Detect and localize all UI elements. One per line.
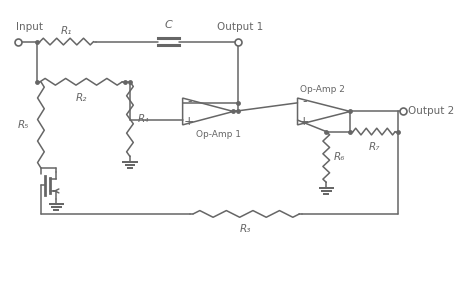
Text: Output 2: Output 2: [407, 106, 453, 116]
Text: R₇: R₇: [368, 142, 379, 152]
Text: Input: Input: [16, 22, 43, 32]
Text: -: -: [187, 95, 191, 108]
Text: R₆: R₆: [333, 152, 345, 162]
Text: +: +: [184, 114, 194, 127]
Text: C: C: [164, 20, 172, 29]
Text: R₂: R₂: [75, 93, 87, 103]
Text: +: +: [298, 114, 309, 127]
Text: -: -: [301, 95, 306, 108]
Text: R₃: R₃: [240, 225, 251, 234]
Text: R₄: R₄: [137, 114, 149, 124]
Text: R₅: R₅: [18, 120, 29, 130]
Text: Output 1: Output 1: [217, 22, 263, 32]
Text: Op-Amp 1: Op-Amp 1: [196, 130, 241, 139]
Text: R₁: R₁: [61, 26, 73, 36]
Text: Op-Amp 2: Op-Amp 2: [300, 85, 345, 94]
